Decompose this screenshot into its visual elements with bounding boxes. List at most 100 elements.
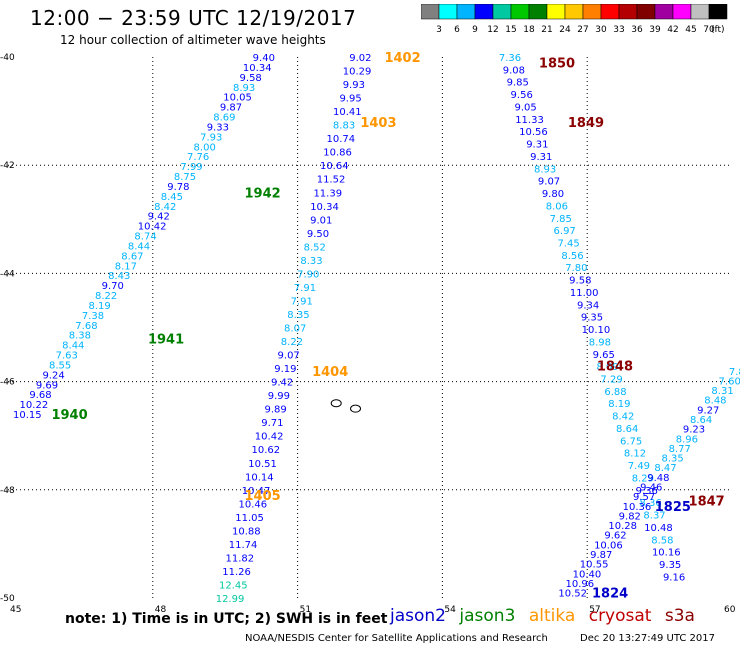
swh-value: 9.87 <box>220 103 242 114</box>
pass-label: 1825 <box>655 500 691 515</box>
lat-tick-label: -44 <box>0 269 15 279</box>
swh-value: 7.8 <box>729 367 740 378</box>
swh-value: 10.47 <box>242 486 271 497</box>
swh-value: 10.51 <box>248 459 277 470</box>
pass-label: 1403 <box>360 116 396 131</box>
swh-value: 9.85 <box>507 78 529 89</box>
swh-value: 7.99 <box>180 162 202 173</box>
swh-value: 8.43 <box>108 271 130 282</box>
swh-value: 9.69 <box>36 380 58 391</box>
swh-value: 10.34 <box>310 202 339 213</box>
lon-tick-label: 60 <box>724 605 736 615</box>
swh-value: 10.05 <box>223 93 252 104</box>
color-scale-bar: 3 6 9 12 15 18 21 24 27 30 33 36 39 42 45 70(ft) <box>421 4 728 34</box>
colorbar-swatch <box>708 4 728 20</box>
swh-value: 10.64 <box>320 161 349 172</box>
swh-value: 7.60 <box>719 376 740 387</box>
swh-value: 9.27 <box>697 405 719 416</box>
pass-label: 1847 <box>689 495 725 510</box>
swh-value: 9.58 <box>240 73 262 84</box>
swh-value: 9.57 <box>633 492 655 503</box>
swh-value: 8.83 <box>333 121 355 132</box>
swh-value: 8.12 <box>624 449 646 460</box>
swh-value: 9.31 <box>530 152 552 163</box>
swh-value: 9.78 <box>167 182 189 193</box>
swh-value: 8.56 <box>561 251 583 262</box>
swh-value: 10.06 <box>594 540 623 551</box>
swh-value: 7.91 <box>294 283 316 294</box>
pass-label: 1405 <box>245 489 281 504</box>
colorbar-label: 42 <box>667 25 678 34</box>
swh-value: 9.23 <box>683 425 705 436</box>
swh-value: 7.93 <box>200 132 222 143</box>
swh-value: 8.64 <box>690 415 712 426</box>
swh-value: 10.42 <box>138 222 167 233</box>
swh-value: 9.95 <box>339 94 361 105</box>
swh-value: 10.55 <box>580 560 609 571</box>
swh-value: 9.50 <box>307 229 329 240</box>
swh-value: 9.36 <box>636 486 658 497</box>
swh-value: 10.86 <box>323 148 352 159</box>
swh-value: 10.36 <box>623 502 652 513</box>
legend-jason2: jason2 <box>390 606 446 626</box>
legend-cryosat: cryosat <box>588 606 652 626</box>
colorbar-label: 24 <box>559 25 571 34</box>
generated-timestamp: Dec 20 13:27:49 UTC 2017 <box>580 633 715 644</box>
swh-value: 8.55 <box>49 360 71 371</box>
swh-value: 10.10 <box>582 325 611 336</box>
lon-tick-label: 57 <box>589 605 600 615</box>
lat-tick-label: -46 <box>0 378 15 388</box>
swh-value: 8.35 <box>661 454 683 465</box>
swh-value: 7.49 <box>628 461 650 472</box>
swh-value: 8.64 <box>616 424 638 435</box>
legend-jason3: jason3 <box>459 606 516 626</box>
swh-value: 8.36 <box>640 498 662 509</box>
colorbar-label: 21 <box>541 25 552 34</box>
swh-value: 7.85 <box>550 214 572 225</box>
swh-value: 10.16 <box>652 548 681 559</box>
swh-value: 8.07 <box>284 324 306 335</box>
colorbar-label: 30 <box>595 25 607 34</box>
swh-value: 8.19 <box>88 301 110 312</box>
swh-value: 7.63 <box>56 351 78 362</box>
swh-value: 8.06 <box>546 201 568 212</box>
swh-value: 9.16 <box>663 572 685 583</box>
swh-value: 11.74 <box>229 540 258 551</box>
swh-value: 8.35 <box>287 310 309 321</box>
lat-tick-label: -40 <box>0 53 15 63</box>
colorbar-label: 12 <box>487 25 498 34</box>
swh-value: 7.45 <box>557 238 579 249</box>
swh-value: 9.24 <box>42 370 64 381</box>
swh-value: 9.02 <box>349 53 371 64</box>
swh-value: 7.38 <box>82 311 104 322</box>
swh-value: 7.76 <box>187 152 209 163</box>
swh-value: 9.70 <box>102 281 124 292</box>
colorbar-label: 18 <box>523 25 535 34</box>
swh-value: 9.05 <box>514 102 536 113</box>
pass-label: 1942 <box>245 186 281 201</box>
swh-value: 9.62 <box>604 531 626 542</box>
swh-value: 10.15 <box>13 410 42 421</box>
swh-value: 7.90 <box>297 269 319 280</box>
swh-value: 11.39 <box>313 188 342 199</box>
swh-value: 10.42 <box>255 432 284 443</box>
pass-label: 1850 <box>539 56 575 71</box>
swh-value: 8.47 <box>654 463 676 474</box>
swh-value: 8.31 <box>711 386 733 397</box>
pass-label: 1404 <box>312 365 348 380</box>
lon-tick-label: 51 <box>300 605 311 615</box>
swh-value: 8.42 <box>612 412 634 423</box>
swh-value: 9.58 <box>569 276 591 287</box>
swh-value: 8.37 <box>643 511 665 522</box>
swh-value: 9.82 <box>619 511 641 522</box>
colorbar-label: 15 <box>505 25 516 34</box>
swh-value: 8.45 <box>161 192 183 203</box>
swh-value: 9.08 <box>503 65 525 76</box>
colorbar-label: 27 <box>577 25 588 34</box>
swh-value: 8.44 <box>128 241 150 252</box>
pass-label: 1824 <box>592 587 628 602</box>
swh-value: 8.48 <box>704 396 726 407</box>
lon-tick-label: 45 <box>10 605 21 615</box>
swh-value: 10.48 <box>644 523 673 534</box>
swh-value: 6.97 <box>554 226 576 237</box>
